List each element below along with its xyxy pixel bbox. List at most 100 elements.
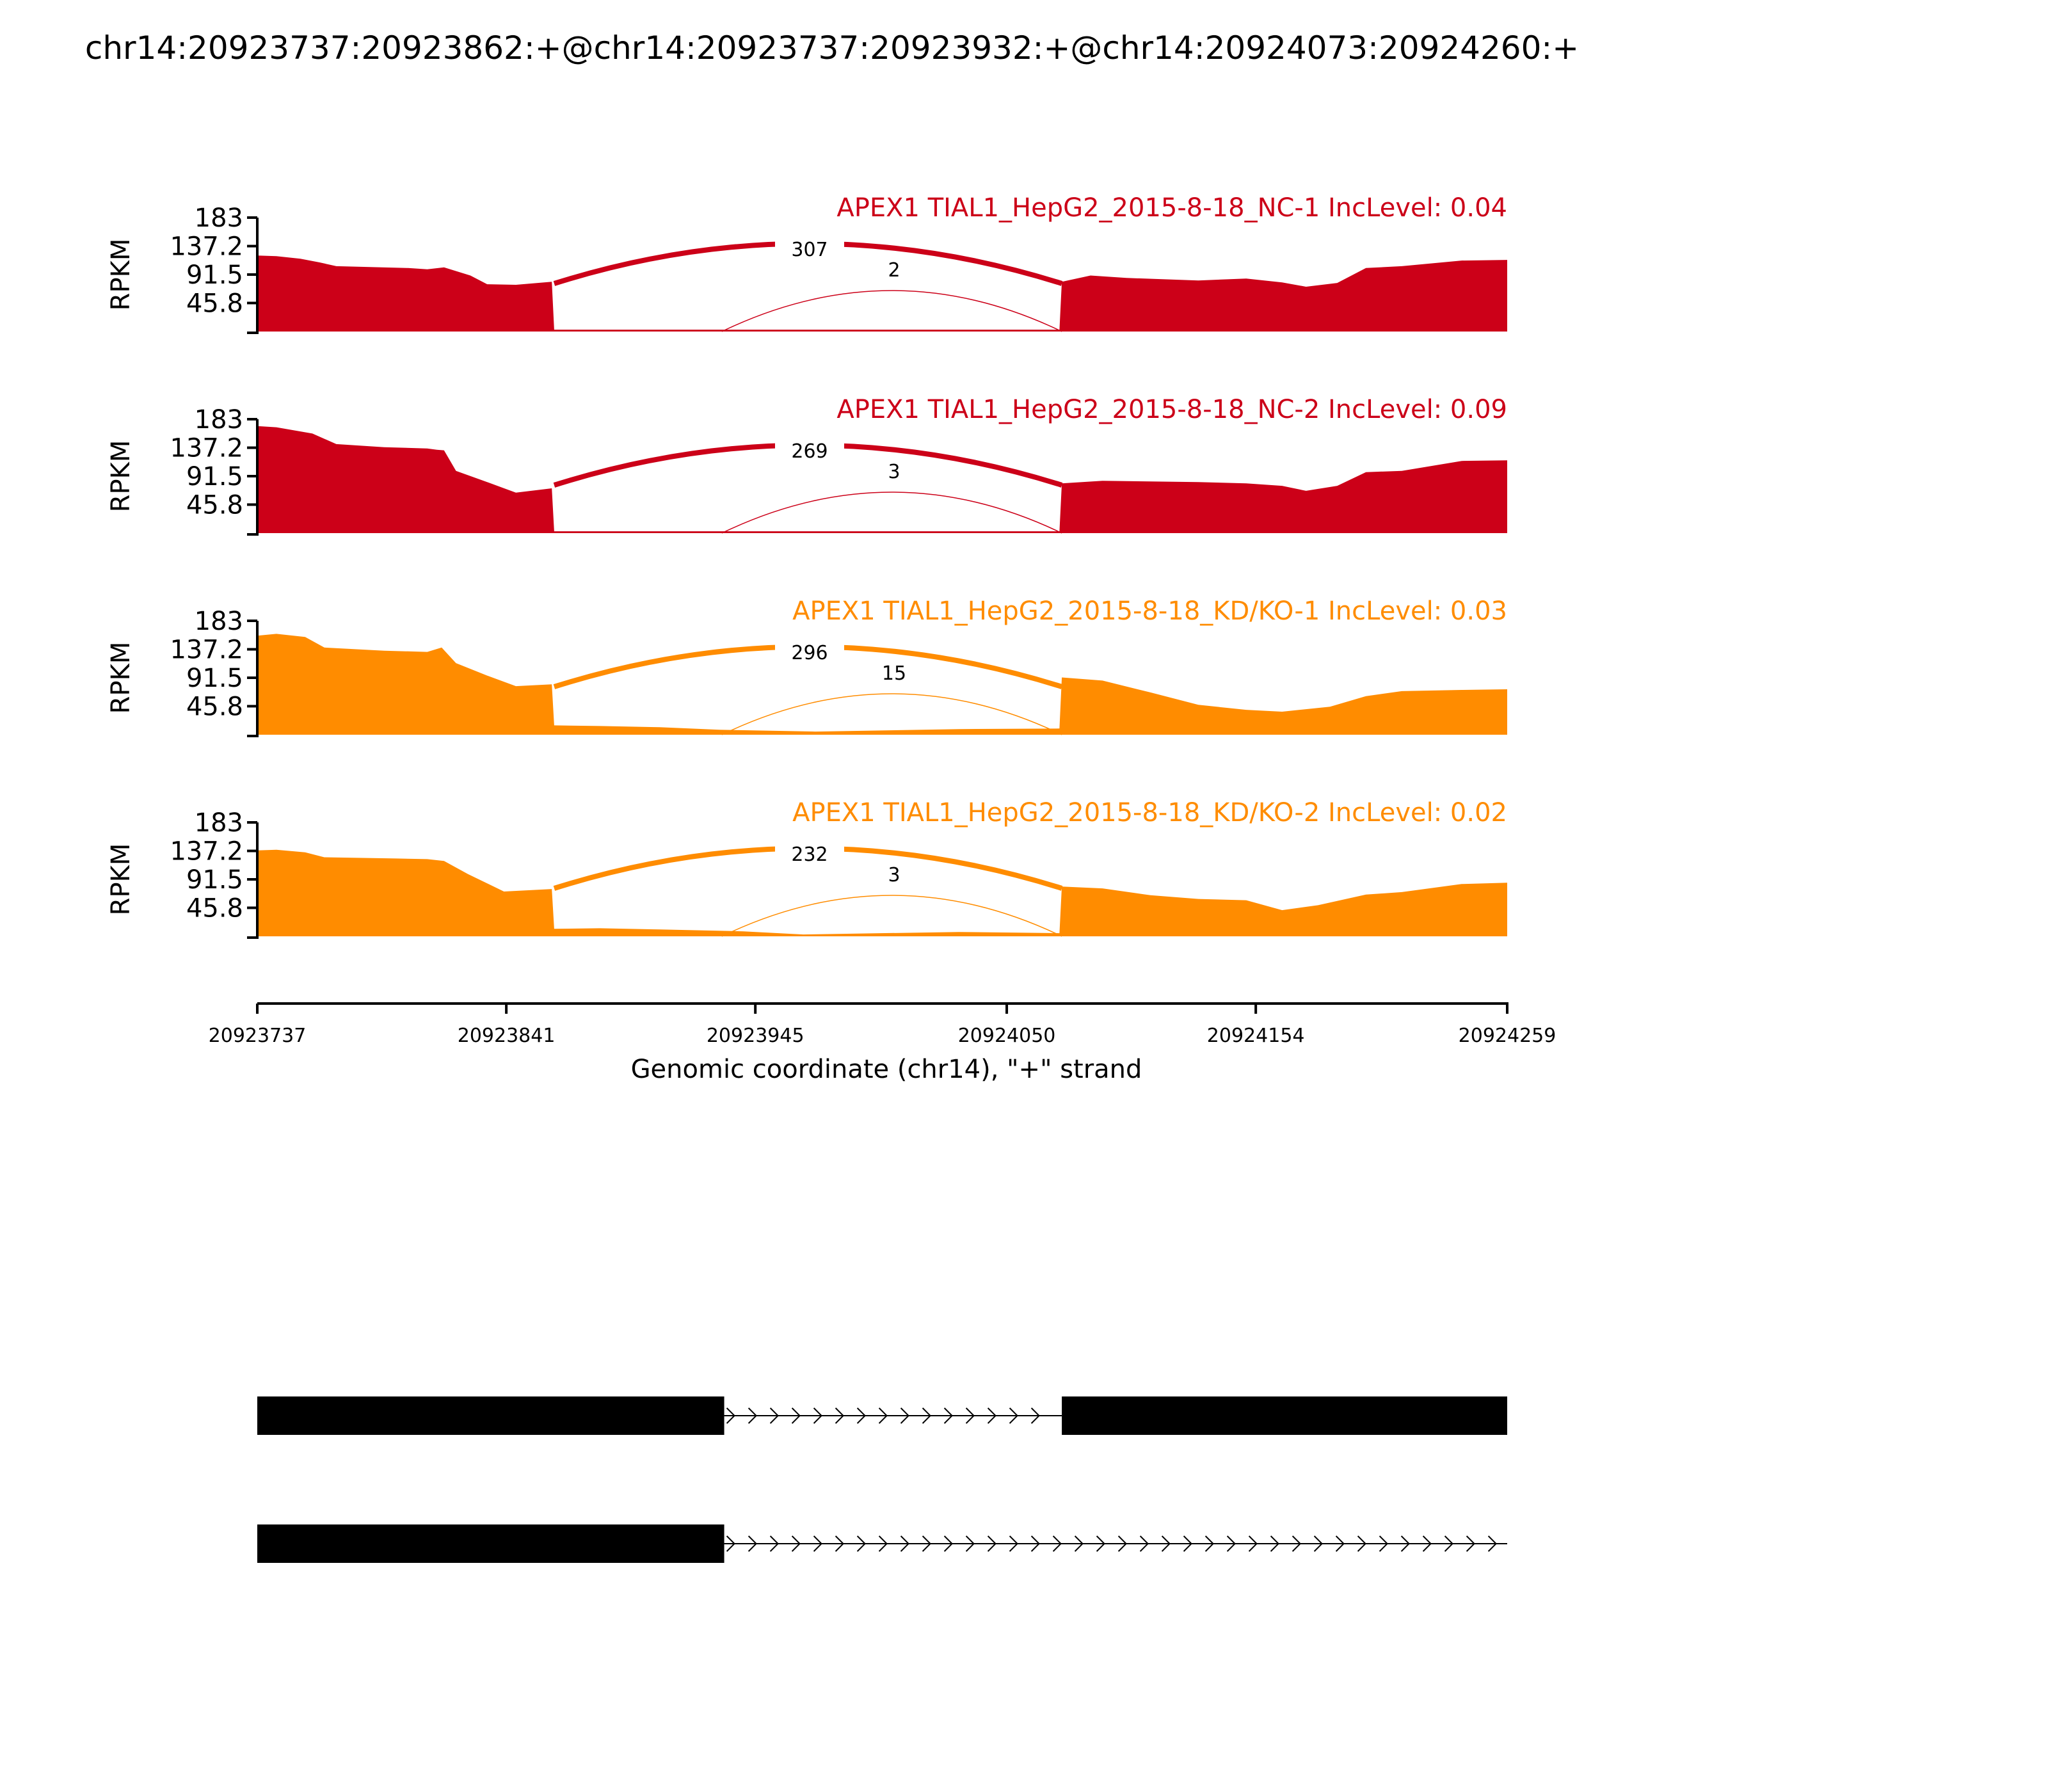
junction-label-box [775, 437, 844, 465]
x-tick-label: 20924050 [958, 1025, 1056, 1047]
strand-chevron [1161, 1535, 1171, 1552]
strand-chevron [987, 1407, 996, 1424]
junction-count: 269 [791, 440, 828, 463]
strand-chevron [1400, 1535, 1410, 1552]
strand-chevron [813, 1535, 822, 1552]
strand-chevron [726, 1535, 735, 1552]
y-tick-label: 91.5 [186, 865, 243, 895]
strand-chevron [748, 1407, 757, 1424]
strand-chevron [943, 1407, 953, 1424]
strand-chevron [1030, 1535, 1040, 1552]
junction-count: 3 [888, 461, 900, 483]
y-tick-label: 91.5 [186, 462, 243, 492]
strand-chevron [726, 1407, 735, 1424]
strand-chevron [878, 1535, 888, 1552]
y-tick-label: 183 [195, 808, 243, 838]
y-axis-label: RPKM [106, 642, 136, 714]
sample-label: APEX1 TIAL1_HepG2_2015-8-18_KD/KO-2 IncL… [792, 798, 1507, 828]
y-tick-label: 45.8 [186, 692, 243, 721]
strand-chevron [1466, 1535, 1475, 1552]
junction-arc [721, 895, 1062, 937]
exon-block [1062, 1396, 1507, 1435]
strand-chevron [965, 1535, 975, 1552]
strand-chevron [1009, 1535, 1018, 1552]
strand-chevron [900, 1535, 909, 1552]
x-axis: Genomic coordinate (chr14), "+" strand 2… [209, 1002, 1556, 1084]
junction-label-box [775, 639, 844, 667]
y-tick-label: 45.8 [186, 289, 243, 318]
junction-count: 2 [888, 259, 900, 282]
strand-chevron [922, 1535, 931, 1552]
strand-chevron [1204, 1535, 1214, 1552]
y-tick-label: 45.8 [186, 893, 243, 923]
y-tick-label: 183 [195, 405, 243, 435]
strand-chevron [769, 1535, 779, 1552]
transcript-model [257, 1396, 1507, 1435]
junction-arc [721, 290, 1062, 332]
strand-chevron [856, 1407, 866, 1424]
strand-chevron [791, 1535, 801, 1552]
y-tick-label: 183 [195, 204, 243, 233]
y-tick-label: 45.8 [186, 490, 243, 520]
strand-chevron [791, 1407, 801, 1424]
junction-label-box [775, 236, 844, 264]
junction-label-box [860, 659, 929, 687]
strand-chevron [1052, 1535, 1062, 1552]
strand-chevron [1379, 1535, 1388, 1552]
junction-count: 232 [791, 844, 828, 866]
strand-chevron [1183, 1535, 1192, 1552]
coverage-area [257, 255, 1507, 332]
x-axis-label: Genomic coordinate (chr14), "+" strand [631, 1055, 1142, 1084]
y-tick-label: 137.2 [170, 232, 243, 262]
strand-chevron [1357, 1535, 1366, 1552]
coverage-area [257, 426, 1507, 533]
strand-chevron [813, 1407, 822, 1424]
strand-chevron [1487, 1535, 1497, 1552]
strand-chevron [922, 1407, 931, 1424]
strand-chevron [1248, 1535, 1258, 1552]
y-axis-label: RPKM [106, 239, 136, 311]
junction-count: 307 [791, 239, 828, 261]
y-axis-label: RPKM [106, 844, 136, 916]
y-tick-label: 137.2 [170, 636, 243, 665]
strand-chevron [1313, 1535, 1323, 1552]
junction-count: 296 [791, 642, 828, 664]
junction-label-box [775, 840, 844, 868]
coverage-area [257, 634, 1507, 735]
chart-title: chr14:20923737:20923862:+@chr14:20923737… [85, 29, 1579, 67]
strand-chevron [878, 1407, 888, 1424]
strand-chevron [965, 1407, 975, 1424]
strand-chevron [1292, 1535, 1301, 1552]
strand-chevron [1226, 1535, 1236, 1552]
junction-arc [721, 492, 1062, 534]
y-tick-label: 137.2 [170, 434, 243, 463]
exon-block [257, 1524, 724, 1563]
y-tick-label: 91.5 [186, 260, 243, 290]
junction-count: 15 [882, 662, 906, 685]
junction-label-box [860, 256, 929, 284]
sample-label: APEX1 TIAL1_HepG2_2015-8-18_NC-1 IncLeve… [836, 193, 1507, 223]
sample-label: APEX1 TIAL1_HepG2_2015-8-18_NC-2 IncLeve… [836, 395, 1507, 424]
x-tick-label: 20923737 [209, 1025, 307, 1047]
strand-chevron [1009, 1407, 1018, 1424]
strand-chevron [1139, 1535, 1149, 1552]
strand-chevron [856, 1535, 866, 1552]
strand-chevron [900, 1407, 909, 1424]
junction-arc [721, 693, 1062, 735]
junction-label-box [860, 861, 929, 889]
strand-chevron [1096, 1535, 1105, 1552]
strand-chevron [1117, 1535, 1127, 1552]
junction-count: 3 [888, 864, 900, 886]
y-tick-label: 183 [195, 607, 243, 636]
strand-chevron [1444, 1535, 1453, 1552]
strand-chevron [748, 1535, 757, 1552]
strand-chevron [1422, 1535, 1432, 1552]
coverage-area [257, 849, 1507, 936]
x-tick-label: 20923841 [458, 1025, 556, 1047]
